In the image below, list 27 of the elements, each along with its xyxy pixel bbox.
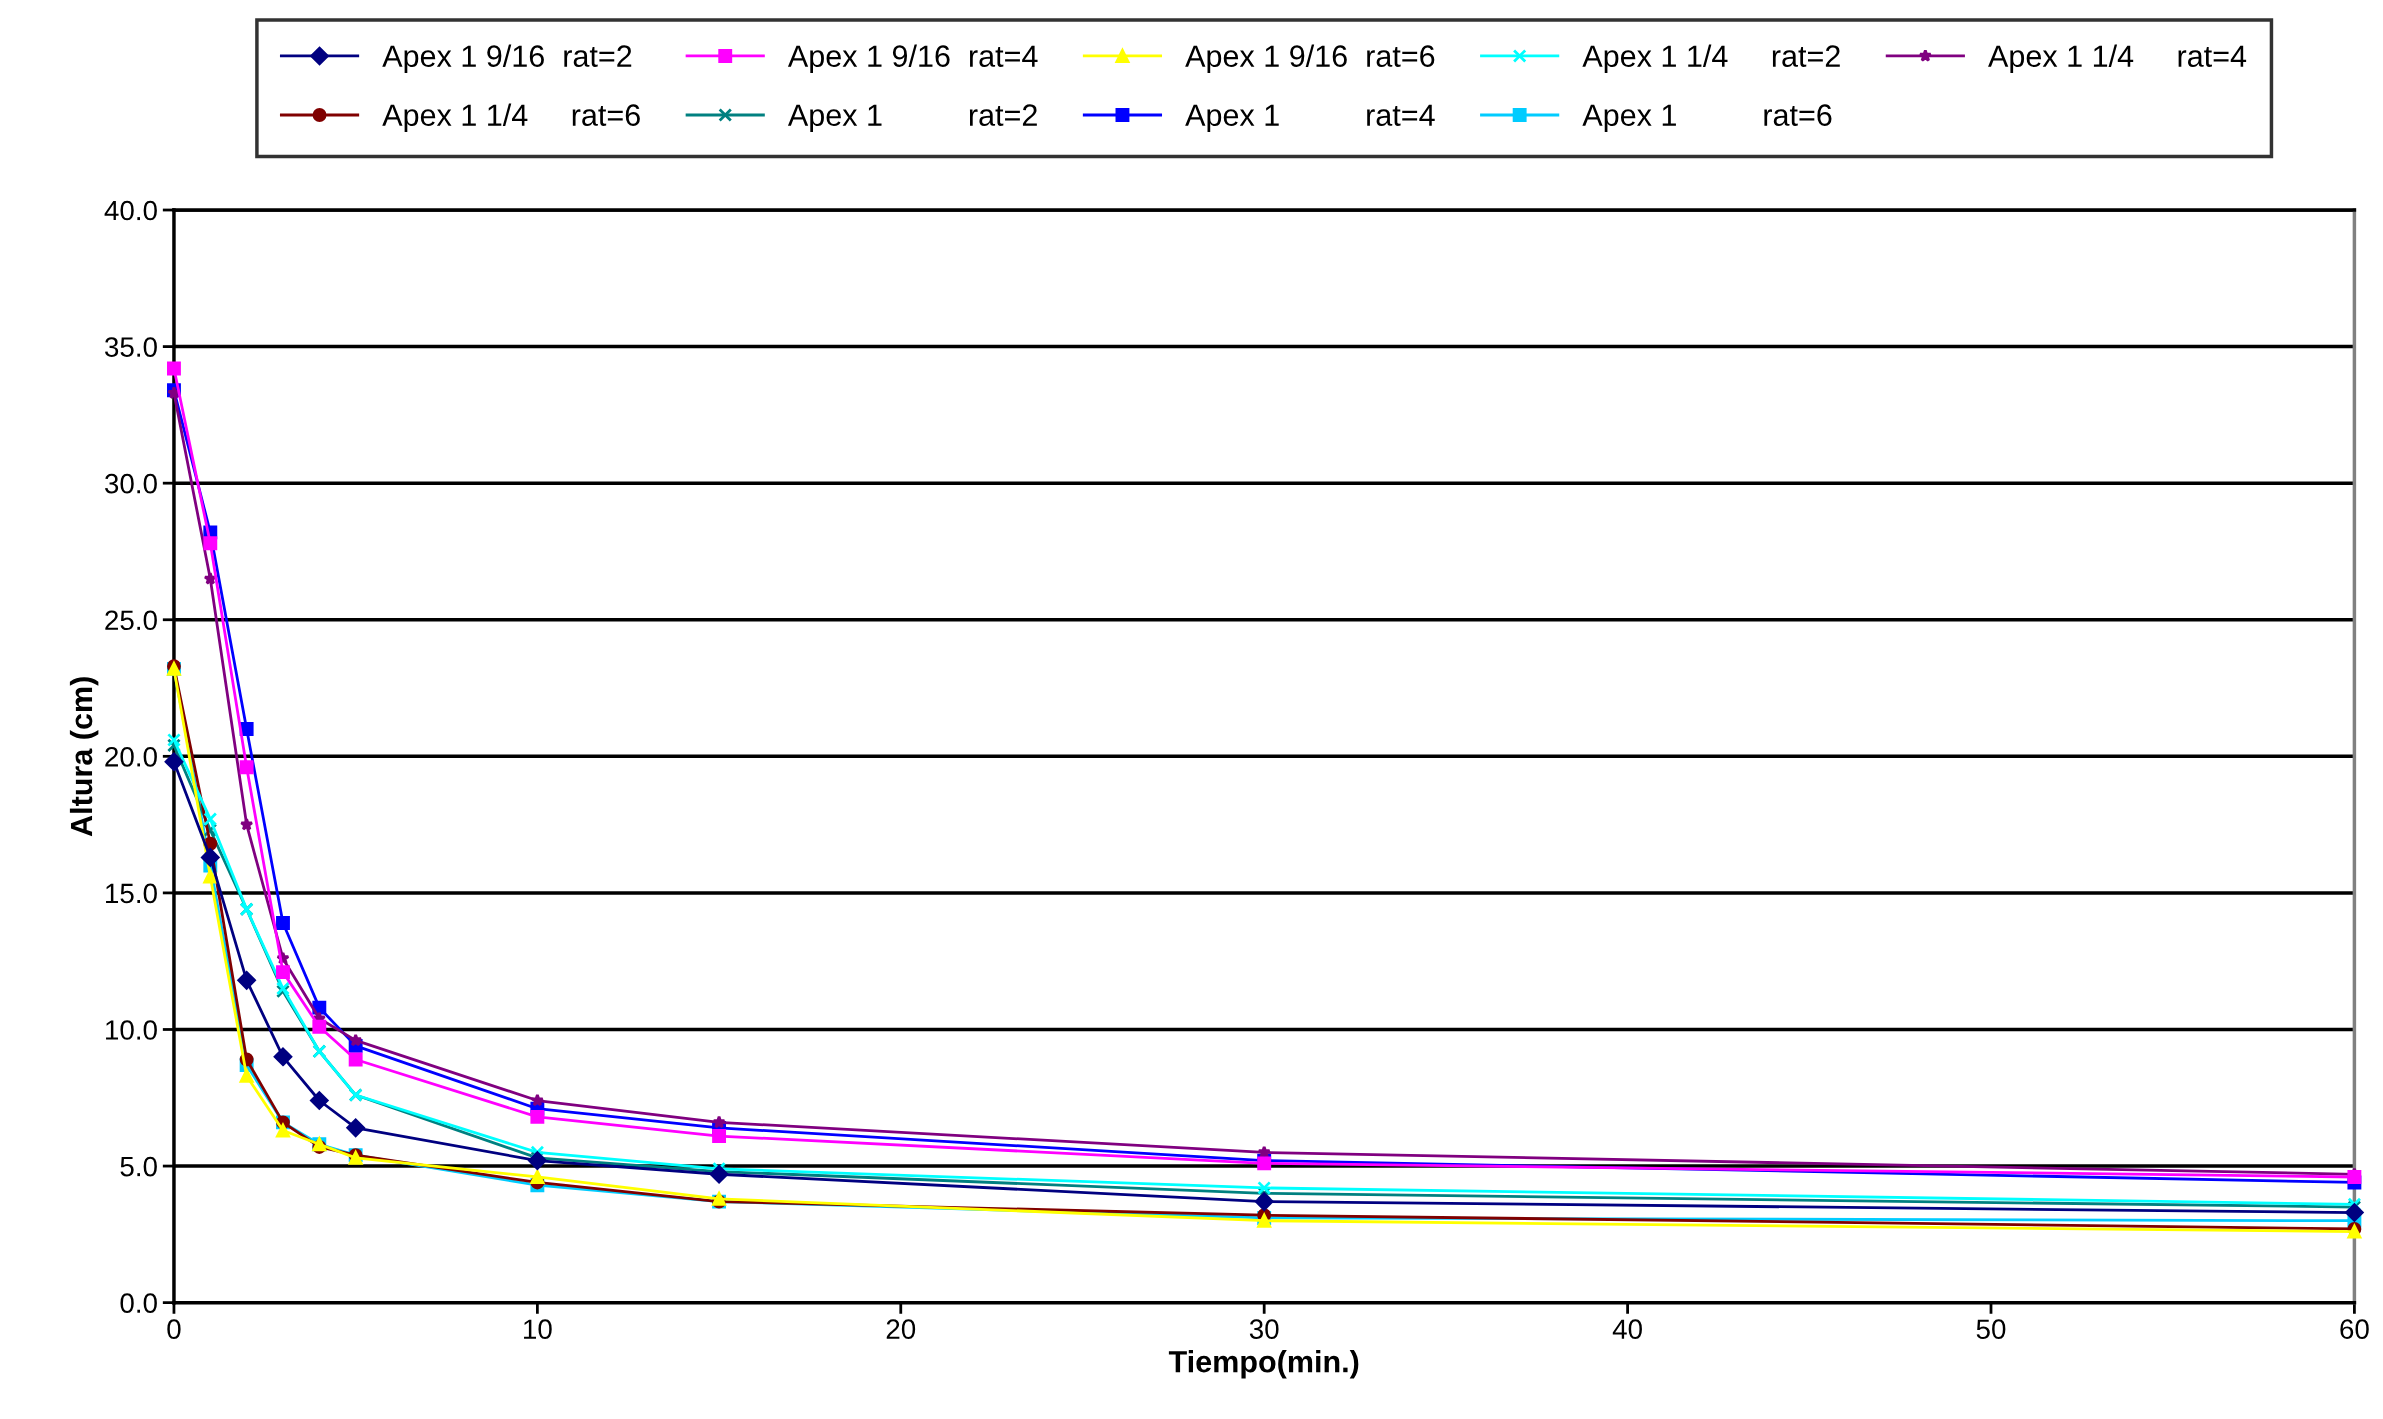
y-tick-label: 5.0	[120, 1156, 157, 1177]
y-tick-label: 15.0	[106, 883, 157, 904]
y-tick-label: 20.0	[105, 747, 157, 767]
legend-label: Apex 1 1/4 rat=4	[1988, 44, 2247, 74]
x-axis-title: Tiempo(min.)	[1168, 1350, 1359, 1379]
legend-label: Apex 1 9/16 rat=4	[787, 44, 1038, 74]
y-tick-label: 0.0	[120, 1293, 157, 1313]
y-tick-label: 25.0	[105, 610, 157, 631]
y-tick-label: 35.0	[104, 337, 157, 357]
legend-label: Apex 1 1/4 rat=2	[1582, 44, 1840, 74]
x-tick-label: 10	[524, 1319, 552, 1340]
y-tick-label: 30.0	[104, 473, 157, 494]
legend-label: Apex 1 rat=6	[1582, 104, 1832, 133]
x-tick-label: 20	[886, 1319, 916, 1340]
x-tick-label: 60	[2340, 1319, 2369, 1340]
legend-label: Apex 1 1/4 rat=6	[382, 103, 640, 133]
legend-label: Apex 1 rat=4	[1185, 104, 1435, 133]
x-tick-label: 50	[1976, 1319, 2006, 1340]
y-tick-label: 10.0	[106, 1020, 157, 1040]
legend-label: Apex 1 9/16 rat=6	[1185, 44, 1435, 74]
x-tick-label: 30	[1249, 1319, 1279, 1340]
x-tick-label: 0	[167, 1319, 181, 1340]
legend-label: Apex 1 9/16 rat=2	[382, 44, 632, 74]
legend-label: Apex 1 rat=2	[787, 104, 1037, 133]
x-tick-label: 40	[1612, 1319, 1642, 1340]
y-axis-title: Altura (cm)	[69, 677, 99, 837]
y-tick-label: 40.0	[104, 200, 157, 221]
